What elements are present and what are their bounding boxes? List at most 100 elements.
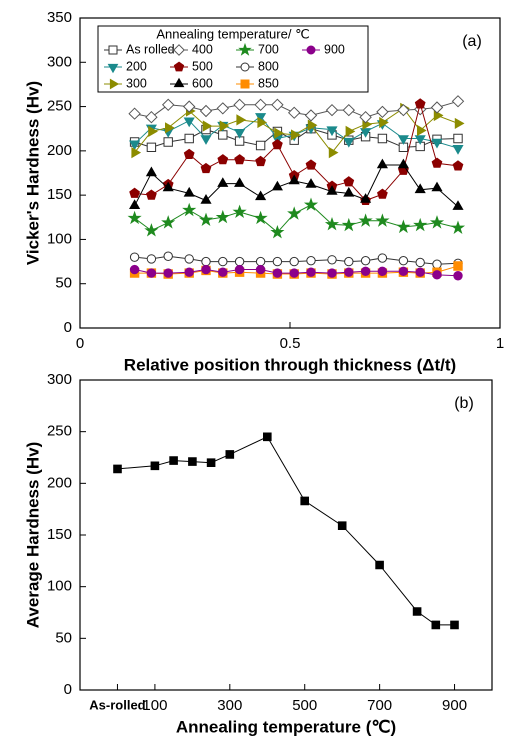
data-point (345, 125, 356, 137)
data-point (414, 135, 426, 145)
x-tick-label: As-rolled (89, 697, 145, 712)
data-point (218, 267, 228, 277)
data-point (234, 264, 245, 275)
data-point (304, 109, 318, 122)
legend-marker (238, 42, 252, 56)
data-point (431, 138, 443, 149)
data-point (161, 98, 175, 112)
y-tick-label: 300 (47, 371, 72, 388)
data-point (324, 216, 340, 231)
data-point (234, 136, 245, 146)
x-axis-title: Relative position through thickness (Δt/… (124, 355, 456, 374)
data-point (414, 98, 426, 109)
data-point (201, 256, 211, 267)
y-tick-label: 0 (64, 319, 72, 336)
y-tick-label: 150 (47, 526, 72, 543)
data-point (200, 162, 212, 174)
data-point (300, 496, 309, 506)
data-point (183, 186, 195, 197)
series-line (117, 436, 455, 626)
data-point (150, 461, 160, 471)
data-point (129, 252, 140, 262)
legend: Annealing temperature/ ℃As rolled 200 300 4… (97, 25, 369, 93)
series-line (134, 101, 459, 202)
legend-marker (107, 63, 119, 74)
data-point (377, 188, 388, 199)
data-point (271, 180, 283, 191)
data-point (376, 158, 388, 169)
series-line (134, 204, 459, 233)
data-point (430, 101, 444, 114)
series-line (134, 164, 459, 208)
y-tick-label: 50 (55, 629, 72, 646)
y-axis-title: Average Hardness (Hv) (23, 442, 42, 628)
legend-marker (240, 79, 250, 89)
data-point (225, 450, 235, 459)
data-point (429, 215, 445, 229)
panel-label: (b) (454, 395, 474, 412)
data-point (169, 456, 178, 465)
data-point (146, 189, 157, 200)
data-point (163, 137, 173, 147)
data-point (337, 521, 347, 530)
y-tick-label: 250 (47, 98, 72, 115)
data-point (453, 261, 463, 271)
data-point (270, 224, 285, 239)
data-point (433, 109, 444, 122)
y-tick-label: 100 (47, 230, 72, 247)
data-point (303, 197, 319, 211)
data-point (129, 199, 141, 209)
data-point (342, 103, 356, 117)
data-point (452, 145, 464, 155)
data-point (215, 209, 230, 224)
y-tick-label: 200 (47, 474, 72, 491)
y-tick-label: 150 (47, 186, 72, 203)
data-point (412, 607, 422, 616)
legend-label: As rolled (126, 42, 175, 56)
data-point (254, 98, 267, 112)
data-point (234, 177, 246, 187)
data-point (360, 193, 372, 203)
data-point (306, 255, 316, 266)
x-axis-title: Annealing temperature (℃) (176, 717, 396, 736)
data-point (452, 200, 464, 210)
data-point (452, 160, 464, 171)
data-point (291, 129, 301, 141)
data-point (188, 457, 197, 466)
data-point (306, 267, 316, 277)
data-point (326, 126, 338, 137)
legend-marker (109, 78, 120, 90)
legend-title: Annealing temperature/ ℃ (156, 26, 309, 41)
data-point (325, 103, 339, 117)
data-point (432, 270, 442, 280)
x-tick-label: 100 (142, 697, 167, 714)
data-point (307, 119, 318, 131)
data-point (454, 117, 465, 129)
legend-marker (173, 77, 185, 88)
data-point (255, 140, 266, 151)
legend-marker (306, 45, 316, 55)
data-point (451, 95, 465, 108)
x-tick-label: 0 (76, 335, 84, 352)
data-point (201, 264, 211, 275)
data-point (272, 256, 283, 267)
data-point (415, 257, 425, 268)
data-point (375, 213, 390, 227)
data-point (263, 432, 272, 442)
data-point (288, 174, 300, 185)
data-point (146, 142, 157, 152)
data-point (200, 135, 212, 145)
data-point (145, 110, 158, 124)
data-point (398, 255, 409, 266)
data-point (358, 213, 373, 227)
data-point (165, 122, 175, 134)
data-point (257, 116, 268, 129)
data-point (128, 107, 141, 120)
data-point (397, 158, 409, 169)
legend-label: 850 (258, 76, 279, 90)
panel-label: (a) (462, 33, 482, 50)
data-point (379, 116, 389, 129)
data-point (253, 210, 268, 225)
data-point (216, 102, 230, 115)
x-tick-label: 700 (367, 697, 392, 714)
